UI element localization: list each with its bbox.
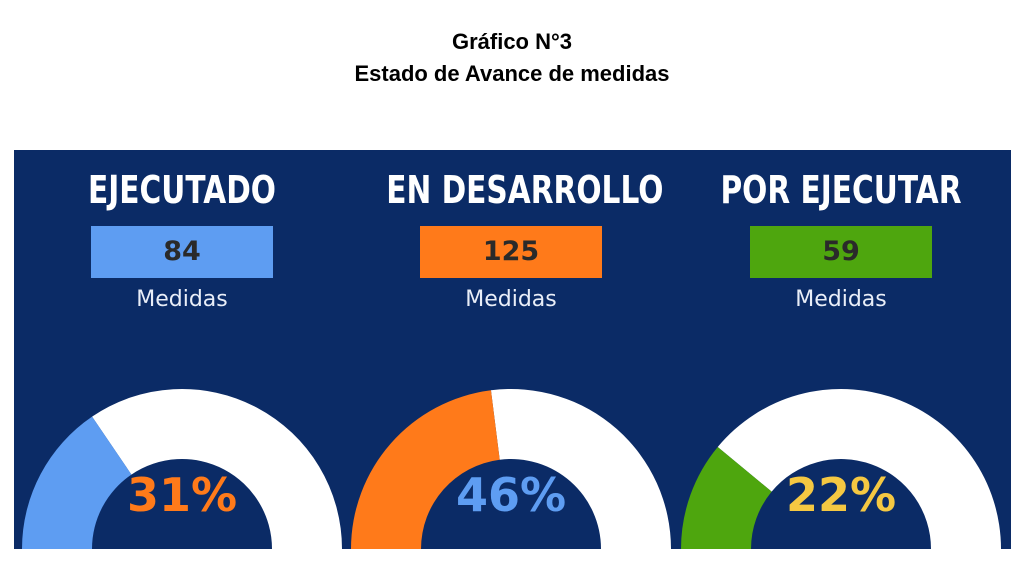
status-panel: EJECUTADO 84 Medidas 31% EN DESARROLLO 1…: [14, 150, 1011, 549]
gauge-por-ejecutar: [681, 389, 1001, 549]
column-ejecutado: EJECUTADO 84 Medidas 31%: [22, 150, 343, 549]
count-unit-label: Medidas: [465, 287, 557, 312]
gauge-fill: [351, 390, 500, 549]
gauge-ejecutado: [22, 389, 343, 549]
chart-title-line2: Estado de Avance de medidas: [354, 61, 670, 86]
gauge-track: [92, 389, 343, 549]
status-heading: POR EJECUTAR: [720, 168, 962, 212]
count-box: 59: [750, 226, 932, 278]
chart-title: Gráfico N°3 Estado de Avance de medidas: [0, 26, 1024, 90]
percent-label: 46%: [455, 468, 567, 522]
status-heading: EN DESARROLLO: [386, 168, 664, 212]
gauge-track: [717, 389, 1001, 549]
gauge-fill: [22, 416, 132, 549]
status-heading: EJECUTADO: [87, 168, 277, 212]
column-en-desarrollo: EN DESARROLLO 125 Medidas 46%: [351, 150, 671, 549]
count-box: 84: [91, 226, 273, 278]
count-unit-label: Medidas: [795, 287, 887, 312]
gauge-en-desarrollo: [351, 389, 671, 549]
count-box: 125: [420, 226, 602, 278]
count-unit-label: Medidas: [136, 287, 228, 312]
chart-title-line1: Gráfico N°3: [451, 29, 573, 54]
column-por-ejecutar: POR EJECUTAR 59 Medidas 22%: [681, 150, 1001, 549]
gauge-fill: [681, 447, 772, 549]
percent-label: 31%: [126, 468, 238, 522]
gauge-track: [490, 389, 671, 549]
percent-label: 22%: [785, 468, 897, 522]
